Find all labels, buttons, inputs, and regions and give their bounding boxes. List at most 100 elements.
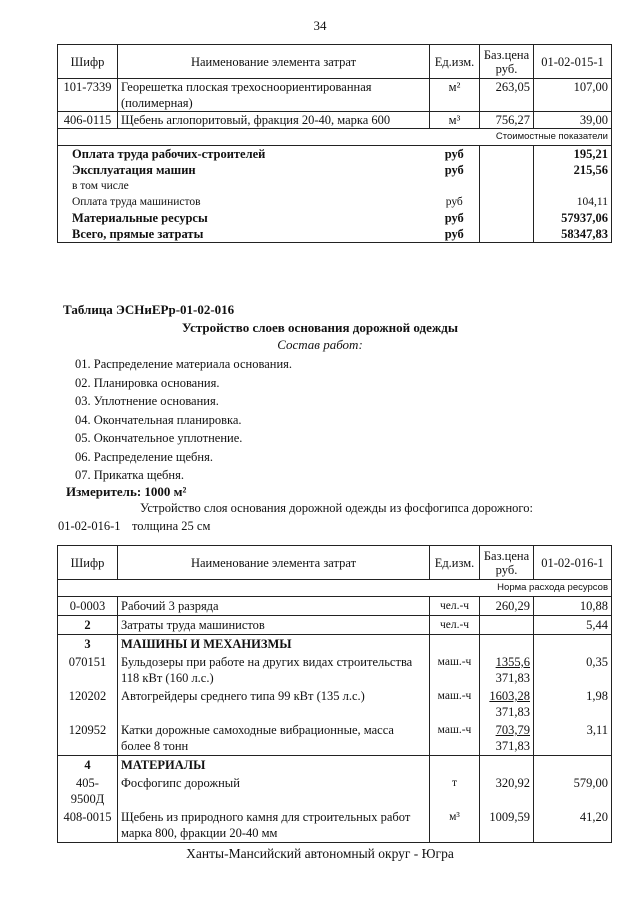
resource-row: 120202 Автогрейдеры среднего типа 99 кВт … <box>57 687 612 721</box>
unit-cell: т <box>429 774 480 808</box>
code-cell: 120952 <box>57 721 118 756</box>
header-name: Наименование элемента затрат <box>117 545 430 580</box>
cost-name: Всего, прямые затраты <box>57 226 430 243</box>
value-cell: 5,44 <box>533 615 612 635</box>
value-cell: 104,11 <box>533 194 612 210</box>
code-cell: 120202 <box>57 687 118 721</box>
price-cell: 756,27 <box>479 111 534 129</box>
value-cell: 107,00 <box>533 78 612 112</box>
resource-row: 408-0015 Щебень из природного камня для с… <box>57 808 612 843</box>
cost-name: Оплата труда машинистов <box>57 194 430 210</box>
cost-row: в том числе <box>57 178 612 194</box>
value-cell: 10,88 <box>533 596 612 616</box>
header-code: Шифр <box>57 44 118 79</box>
footer: Ханты-Мансийский автономный округ - Югра <box>186 846 454 861</box>
value-cell: 57937,06 <box>533 210 612 226</box>
code-cell: 3 <box>57 634 118 653</box>
price-cell: 1009,59 <box>479 808 534 843</box>
price-cell <box>479 178 534 194</box>
name-cell: Георешетка плоская трехосноориентированн… <box>117 78 430 112</box>
header-norm: 01-02-016-1 <box>533 545 612 580</box>
header-code: Шифр <box>57 545 118 580</box>
cost-table-015: Шифр Наименование элемента затрат Ед.изм… <box>57 44 612 243</box>
cost-name: Эксплуатация машин <box>57 162 430 178</box>
code-cell: 0-0003 <box>57 596 118 616</box>
works-title: Состав работ: <box>277 337 363 352</box>
unit-cell: руб <box>429 210 480 226</box>
value-cell: 215,56 <box>533 162 612 178</box>
unit-cell: руб <box>429 162 480 178</box>
unit-cell: чел.-ч <box>429 596 480 616</box>
header-name: Наименование элемента затрат <box>117 44 430 79</box>
name-cell: МАШИНЫ И МЕХАНИЗМЫ <box>117 634 430 653</box>
resource-row: 4 МАТЕРИАЛЫ <box>57 755 612 774</box>
price-cell <box>479 615 534 635</box>
resource-row: 0-0003 Рабочий 3 разряда чел.-ч 260,29 10,88 <box>57 596 612 616</box>
resource-row: 2 Затраты труда машинистов чел.-ч 5,44 <box>57 615 612 635</box>
price-cell <box>479 145 534 162</box>
unit-cell: руб <box>429 226 480 243</box>
header-unit: Ед.изм. <box>429 545 480 580</box>
header-unit: Ед.изм. <box>429 44 480 79</box>
price-cell <box>479 162 534 178</box>
price-value: 1355,6 <box>495 655 530 669</box>
work-item: 04. Окончательная планировка. <box>75 412 242 427</box>
code-cell: 408-0015 <box>57 808 118 843</box>
description: Устройство слоя основания дорожной одежд… <box>140 501 533 515</box>
cost-row: Оплата труда машинистов руб 104,11 <box>57 194 612 210</box>
table-row: 406-0115 Щебень аглопоритовый, фракция 20… <box>57 111 612 129</box>
cost-name: Оплата труда рабочих-строителей <box>57 145 430 162</box>
name-cell: МАТЕРИАЛЫ <box>117 755 430 774</box>
resource-row: 405-9500Д Фосфогипс дорожный т 320,92 579,00 <box>57 774 612 808</box>
price-cell: 703,79 371,83 <box>479 721 534 756</box>
unit-cell <box>429 178 480 194</box>
code-cell: 405-9500Д <box>57 774 118 808</box>
section-label: Норма расхода ресурсов <box>57 579 612 597</box>
code-cell: 070151 <box>57 653 118 687</box>
unit-cell: руб <box>429 145 480 162</box>
price-cell: 263,05 <box>479 78 534 112</box>
unit-cell: маш.-ч <box>429 687 480 721</box>
resource-row: 3 МАШИНЫ И МЕХАНИЗМЫ <box>57 634 612 653</box>
cost-row: Эксплуатация машин руб 215,56 <box>57 162 612 178</box>
header-price: Баз.цена руб. <box>479 44 534 79</box>
name-cell: Щебень из природного камня для строитель… <box>117 808 430 843</box>
value-cell <box>533 755 612 774</box>
price-cell <box>479 226 534 243</box>
resource-row: 120952 Катки дорожные самоходные вибрацио… <box>57 721 612 756</box>
price-value: 703,79 <box>495 723 530 737</box>
section-label: Стоимостные показатели <box>57 128 612 146</box>
value-cell: 195,21 <box>533 145 612 162</box>
price-cell <box>479 210 534 226</box>
code-cell: 4 <box>57 755 118 774</box>
name-cell: Катки дорожные самоходные вибрационные, … <box>117 721 430 756</box>
table-row: 101-7339 Георешетка плоская трехосноориен… <box>57 78 612 112</box>
unit-cell <box>429 755 480 774</box>
works-list: 01. Распределение материала основания. 02… <box>75 355 292 485</box>
cost-name: Материальные ресурсы <box>57 210 430 226</box>
name-cell: Щебень аглопоритовый, фракция 20-40, мар… <box>117 111 430 129</box>
work-item: 06. Распределение щебня. <box>75 449 213 464</box>
variant-code: 01-02-016-1 <box>58 519 121 533</box>
resource-table-016: Шифр Наименование элемента затрат Ед.изм… <box>57 545 612 843</box>
unit-cell: маш.-ч <box>429 721 480 756</box>
value-cell: 39,00 <box>533 111 612 129</box>
value-cell: 3,11 <box>533 721 612 756</box>
price-cell <box>479 755 534 774</box>
table-title: Таблица ЭСНиЕРр-01-02-016 <box>63 302 235 317</box>
unit-cell: м² <box>429 78 480 112</box>
value-cell: 579,00 <box>533 774 612 808</box>
value-cell: 1,98 <box>533 687 612 721</box>
work-item: 03. Уплотнение основания. <box>75 394 219 408</box>
unit-cell: м³ <box>429 808 480 843</box>
name-cell: Рабочий 3 разряда <box>117 596 430 616</box>
name-cell: Фосфогипс дорожный <box>117 774 430 808</box>
cost-name: в том числе <box>57 178 430 194</box>
work-item: 05. Окончательное уплотнение. <box>75 431 243 445</box>
cost-row: Материальные ресурсы руб 57937,06 <box>57 210 612 226</box>
price-cell: 260,29 <box>479 596 534 616</box>
name-cell: Бульдозеры при работе на других видах ст… <box>117 653 430 687</box>
header-norm: 01-02-015-1 <box>533 44 612 79</box>
unit-cell: руб <box>429 194 480 210</box>
